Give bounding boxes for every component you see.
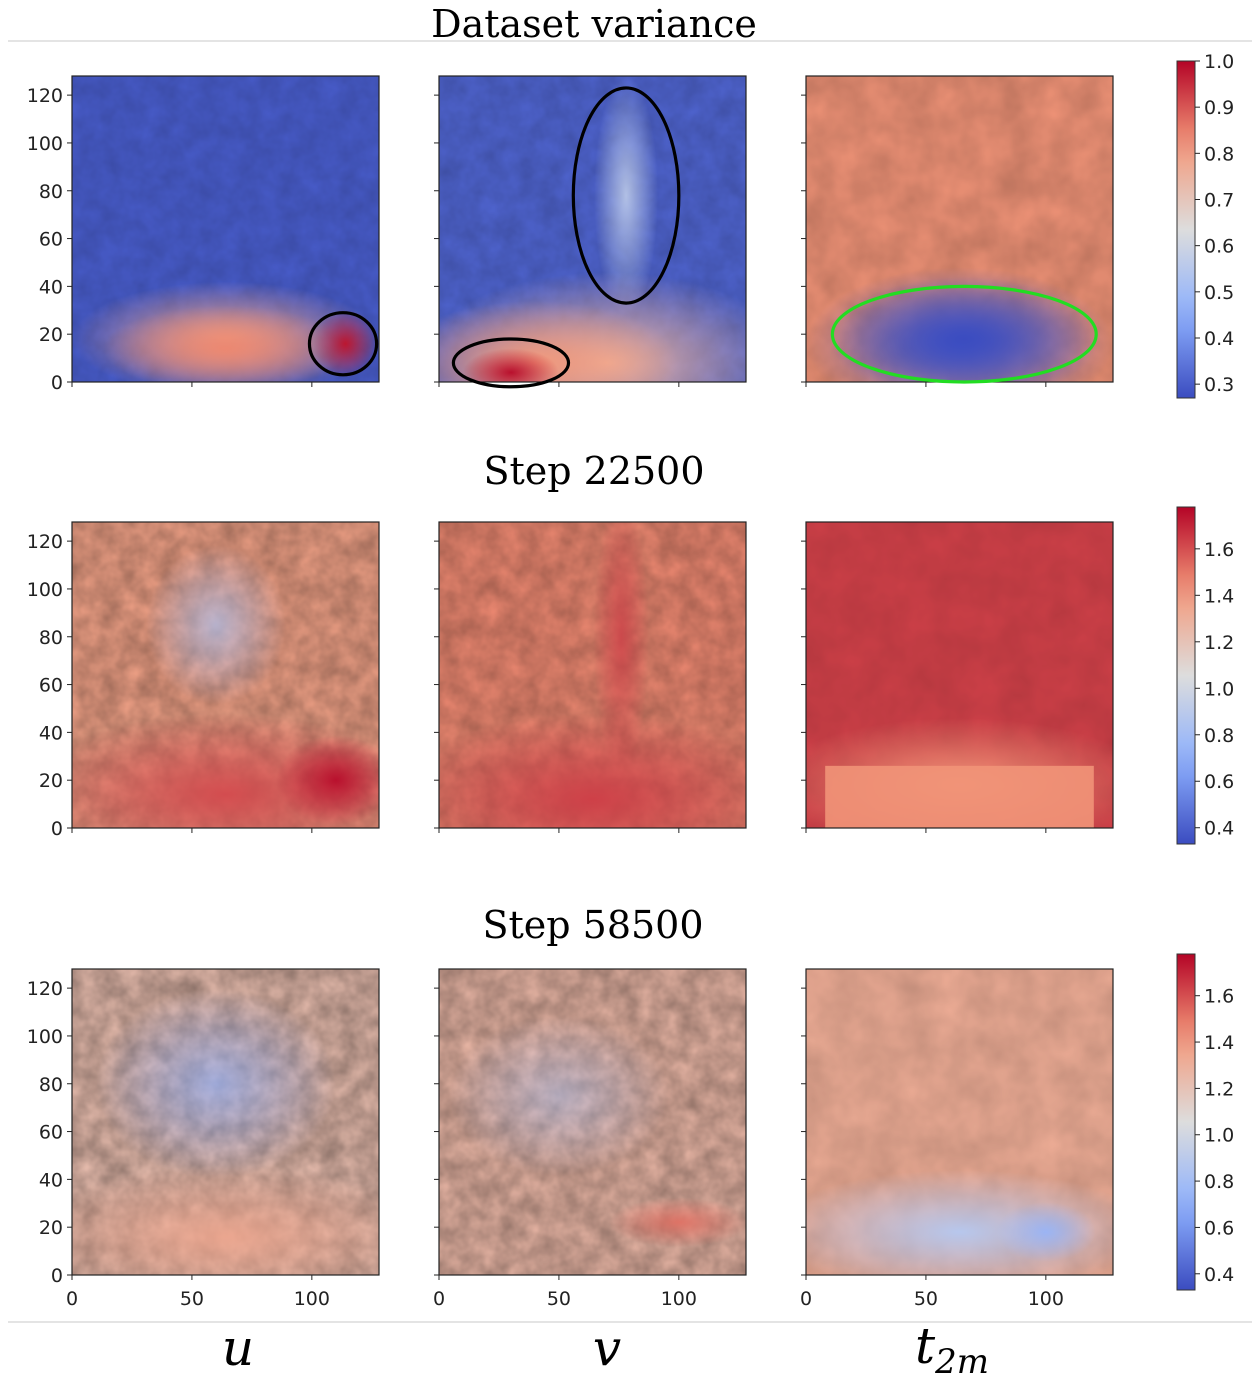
panel-frame <box>805 968 1114 1276</box>
annotation-ellipse-v-1 <box>451 337 571 389</box>
heatmap-panel-1-v <box>434 521 747 833</box>
panel-frame <box>805 521 1114 829</box>
colorbar-tick-label: 0.5 <box>1204 282 1234 304</box>
y-tick-label: 100 <box>27 579 63 601</box>
y-tick-label: 120 <box>27 978 63 1000</box>
panel-frame <box>71 75 380 383</box>
y-tick-label: 0 <box>51 818 63 840</box>
annotation-ellipse-v-2 <box>571 86 681 305</box>
heatmap-panel-2-t2m: 0 50 100 <box>800 968 1114 1310</box>
y-tick-label: 20 <box>39 770 63 792</box>
x-tick-label: 0 <box>800 1288 812 1310</box>
panel-frame <box>438 75 747 383</box>
colorbar-tick-label: 1.2 <box>1204 632 1234 654</box>
column-label-u: u <box>222 1319 254 1377</box>
colorbar-1: 1.6 1.4 1.2 1.0 0.8 0.6 0.4 <box>1176 506 1234 845</box>
row-title-1: Step 22500 <box>483 449 704 493</box>
heatmap-field <box>806 522 1113 828</box>
colorbar-tick-label: 0.8 <box>1204 1171 1234 1193</box>
column-label-v: v <box>593 1319 621 1377</box>
colorbar-tick-label: 1.4 <box>1204 1032 1234 1054</box>
x-tick-label: 0 <box>66 1288 78 1310</box>
y-tick-label: 0 <box>51 372 63 394</box>
colorbar-2: 1.6 1.4 1.2 1.0 0.8 0.6 0.4 <box>1176 953 1234 1291</box>
colorbar-gradient <box>1176 953 1196 1291</box>
panel-frame <box>438 968 747 1276</box>
heatmap-panel-2-u: 0 20 40 60 80 100 120 0 50 100 <box>27 968 380 1310</box>
x-tick-label: 50 <box>914 1288 938 1310</box>
y-tick-label: 120 <box>27 85 63 107</box>
panel-grid: 0 20 40 60 80 100 120 0 20 40 60 80 100 120 0 20 40 60 80 1… <box>27 75 1114 1310</box>
y-tick-label: 60 <box>39 675 63 697</box>
y-tick-label: 0 <box>51 1265 63 1287</box>
colorbar-gradient <box>1176 60 1196 399</box>
x-tick-label: 100 <box>1028 1288 1064 1310</box>
y-tick-label: 100 <box>27 1026 63 1048</box>
heatmap-panel-2-v: 0 50 100 <box>433 968 747 1310</box>
panel-frame <box>438 521 747 829</box>
colorbar-tick-label: 0.6 <box>1204 771 1234 793</box>
colorbar-tick-label: 1.0 <box>1204 1125 1234 1147</box>
colorbar-tick-label: 0.9 <box>1204 97 1234 119</box>
heatmap-field <box>72 76 379 382</box>
x-tick-label: 50 <box>180 1288 204 1310</box>
colorbar-tick-label: 1.6 <box>1204 539 1234 561</box>
heatmap-panel-1-t2m <box>801 521 1114 833</box>
column-label-t2m-base: t <box>915 1317 936 1375</box>
heatmap-field <box>439 522 746 828</box>
heatmap-panel-1-u: 0 20 40 60 80 100 120 <box>27 521 380 840</box>
colorbar-tick-label: 1.2 <box>1204 1078 1234 1100</box>
heatmap-field <box>439 76 746 382</box>
column-label-t2m: t2m <box>915 1317 989 1377</box>
row-title-2: Step 58500 <box>482 903 703 947</box>
x-tick-label: 50 <box>547 1288 571 1310</box>
colorbar-tick-label: 0.8 <box>1204 725 1234 747</box>
panel-frame <box>71 968 380 1276</box>
colorbars: 1.0 0.9 0.8 0.7 0.6 0.5 0.4 0.3 1.6 1.4 1.2 1.0 0.8 0… <box>1176 51 1234 1291</box>
heatmap-field <box>72 522 379 828</box>
colorbar-tick-label: 0.4 <box>1204 328 1234 350</box>
x-tick-label: 100 <box>294 1288 330 1310</box>
y-tick-label: 60 <box>39 229 63 251</box>
column-label-t2m-subscript: 2m <box>934 1342 989 1377</box>
y-tick-label: 20 <box>39 1217 63 1239</box>
panel-frame <box>71 521 380 829</box>
colorbar-tick-label: 0.8 <box>1204 143 1234 165</box>
heatmap-field <box>806 76 1113 382</box>
x-tick-label: 0 <box>433 1288 445 1310</box>
colorbar-gradient <box>1176 506 1196 845</box>
y-tick-label: 80 <box>39 1074 63 1096</box>
colorbar-tick-label: 0.4 <box>1204 1264 1234 1286</box>
colorbar-tick-label: 1.0 <box>1204 678 1234 700</box>
y-tick-label: 40 <box>39 722 63 744</box>
x-tick-label: 100 <box>661 1288 697 1310</box>
annotation-ellipse-t2m-3 <box>830 284 1098 384</box>
y-tick-label: 60 <box>39 1122 63 1144</box>
colorbar-tick-label: 1.6 <box>1204 986 1234 1008</box>
heatmap-field <box>806 969 1113 1275</box>
colorbar-tick-label: 0.7 <box>1204 189 1234 211</box>
colorbar-tick-label: 0.6 <box>1204 1217 1234 1239</box>
y-tick-label: 40 <box>39 276 63 298</box>
y-tick-label: 100 <box>27 133 63 155</box>
heatmap-panel-0-v <box>434 75 747 387</box>
y-tick-label: 80 <box>39 627 63 649</box>
annotation-ellipse-u-0 <box>307 311 379 377</box>
heatmap-field <box>72 969 379 1275</box>
heatmap-panel-0-u: 0 20 40 60 80 100 120 <box>27 75 380 394</box>
colorbar-tick-label: 0.3 <box>1204 374 1234 396</box>
heatmap-panel-0-t2m <box>801 75 1114 387</box>
colorbar-0: 1.0 0.9 0.8 0.7 0.6 0.5 0.4 0.3 <box>1176 51 1234 399</box>
colorbar-tick-label: 1.0 <box>1204 51 1234 73</box>
y-tick-label: 120 <box>27 531 63 553</box>
heatmap-field <box>439 969 746 1275</box>
row-title-0: Dataset variance <box>431 2 757 46</box>
colorbar-tick-label: 0.4 <box>1204 818 1234 840</box>
colorbar-tick-label: 1.4 <box>1204 585 1234 607</box>
colorbar-tick-label: 0.6 <box>1204 236 1234 258</box>
y-tick-label: 20 <box>39 324 63 346</box>
y-tick-label: 40 <box>39 1169 63 1191</box>
y-tick-label: 80 <box>39 181 63 203</box>
